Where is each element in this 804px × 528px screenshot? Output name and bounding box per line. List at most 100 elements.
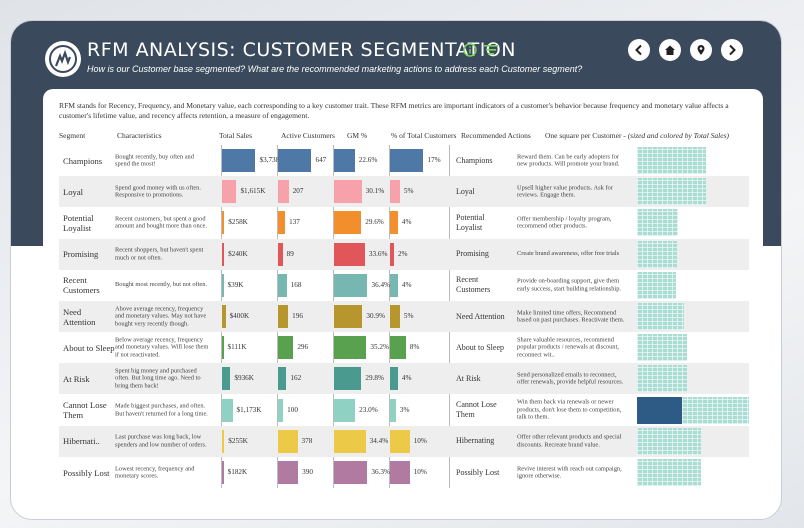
table-row[interactable]: Promising Recent shoppers, but haven't sp… — [59, 238, 749, 270]
customers-cell: 100 — [278, 398, 332, 422]
gm-bar[interactable] — [334, 367, 362, 391]
customers-cell: 89 — [278, 242, 332, 266]
table-row[interactable]: Potential Loyalist Recent customers, but … — [59, 207, 749, 238]
sales-bar[interactable] — [222, 211, 225, 235]
pct-label: 8% — [409, 343, 420, 352]
recommended-segment: Need Attention — [456, 311, 505, 321]
gm-label: 36.4% — [371, 280, 391, 289]
table-row[interactable]: Hibernati.. Last purchase was long back, … — [59, 425, 749, 457]
location-button[interactable] — [690, 39, 712, 61]
customers-bar[interactable] — [278, 211, 286, 235]
sales-bar[interactable] — [222, 367, 231, 391]
gm-bar[interactable] — [334, 429, 366, 453]
sales-bar[interactable] — [222, 429, 225, 453]
table-row[interactable]: Champions Bought recently, buy often and … — [59, 145, 749, 176]
table-row[interactable]: Recent Customers Bought most recently, bu… — [59, 270, 749, 301]
sales-label: $1,173K — [236, 405, 262, 414]
gm-bar[interactable] — [334, 180, 362, 204]
pct-bar[interactable] — [390, 242, 394, 266]
recommended-action: Upsell higher value products. Ask for re… — [517, 184, 613, 199]
gm-bar[interactable] — [334, 398, 356, 422]
customers-bar[interactable] — [278, 461, 299, 484]
customers-bar[interactable] — [278, 242, 283, 266]
treemap-block-low — [637, 427, 701, 455]
customer-treemap[interactable] — [637, 147, 749, 174]
table-row[interactable]: At Risk Spent big money and purchased oft… — [59, 363, 749, 395]
filter-icon[interactable] — [483, 43, 499, 57]
customer-treemap[interactable] — [637, 396, 749, 424]
table-row[interactable]: Need Attention Above average recency, fre… — [59, 301, 749, 332]
pct-bar[interactable] — [390, 429, 410, 453]
sales-cell: $240K — [222, 242, 276, 266]
customer-treemap[interactable] — [637, 178, 749, 206]
customer-treemap[interactable] — [637, 365, 749, 393]
recommended-segment: Hibernating — [456, 436, 495, 446]
customers-bar[interactable] — [278, 429, 298, 453]
customers-bar[interactable] — [278, 149, 312, 172]
pct-bar[interactable] — [390, 273, 398, 297]
gm-bar[interactable] — [334, 242, 365, 266]
treemap-block-low — [637, 303, 685, 330]
recommended-segment: Recent Customers — [456, 275, 491, 295]
customers-bar[interactable] — [278, 180, 289, 204]
customers-label: 378 — [301, 436, 313, 445]
recommended-segment: About to Sleep — [456, 342, 504, 352]
forward-button[interactable] — [721, 39, 743, 61]
customer-treemap[interactable] — [637, 334, 749, 362]
customers-bar[interactable] — [278, 398, 284, 422]
sales-bar[interactable] — [222, 336, 224, 360]
sales-bar[interactable] — [222, 273, 224, 297]
segment-name: Potential Loyalist — [63, 212, 94, 233]
pct-bar[interactable] — [390, 211, 398, 235]
pct-label: 10% — [413, 468, 427, 476]
pct-cell: 3% — [390, 398, 444, 422]
pct-bar[interactable] — [390, 461, 410, 484]
customer-treemap[interactable] — [637, 240, 749, 268]
sales-bar[interactable] — [222, 305, 226, 328]
sales-bar[interactable] — [222, 242, 225, 266]
customers-cell: 207 — [278, 180, 332, 204]
sales-bar[interactable] — [222, 149, 256, 172]
sales-bar[interactable] — [222, 180, 237, 204]
back-button[interactable] — [628, 39, 650, 61]
customer-treemap[interactable] — [637, 459, 749, 486]
home-button[interactable] — [659, 39, 681, 61]
sales-bar[interactable] — [222, 398, 233, 422]
customer-treemap[interactable] — [637, 427, 749, 455]
pct-bar[interactable] — [390, 398, 396, 422]
table-row[interactable]: Loyal Spend good money with us often. Res… — [59, 176, 749, 208]
customers-label: 296 — [297, 343, 309, 352]
pct-bar[interactable] — [390, 149, 424, 172]
gm-cell: 36.4% — [334, 273, 391, 297]
customers-bar[interactable] — [278, 305, 289, 328]
customers-bar[interactable] — [278, 273, 287, 297]
segment-characteristics: Spend good money with us often. Responsi… — [115, 184, 201, 199]
gm-bar[interactable] — [334, 461, 368, 484]
customer-treemap[interactable] — [637, 209, 749, 237]
sales-label: $400K — [229, 312, 250, 320]
customers-bar[interactable] — [278, 336, 294, 360]
customer-treemap[interactable] — [637, 303, 749, 330]
info-icon[interactable] — [463, 43, 477, 57]
treemap-block-low — [637, 178, 707, 206]
customers-bar[interactable] — [278, 367, 287, 391]
sales-bar[interactable] — [222, 461, 224, 484]
gm-bar[interactable] — [334, 149, 355, 172]
gm-bar[interactable] — [334, 336, 367, 360]
table-row[interactable]: Possibly Lost Lowest recency, frequency a… — [59, 457, 749, 488]
gm-bar[interactable] — [334, 273, 368, 297]
pct-bar[interactable] — [390, 180, 400, 204]
segment-name: Champions — [63, 155, 103, 166]
gm-bar[interactable] — [334, 305, 363, 328]
table-row[interactable]: About to Sleep Below average recency, fre… — [59, 332, 749, 363]
table-row[interactable]: Cannot Lose Them Made biggest purchases, … — [59, 395, 749, 426]
pct-bar[interactable] — [390, 336, 406, 360]
pct-cell: 4% — [390, 211, 444, 235]
segment-characteristics: Last purchase was long back, low spender… — [115, 433, 207, 449]
dashboard-frame: RFM ANALYSIS: CUSTOMER SEGMENTATION How … — [10, 20, 782, 520]
customer-treemap[interactable] — [637, 271, 749, 299]
pct-bar[interactable] — [390, 367, 398, 391]
pct-bar[interactable] — [390, 305, 400, 328]
customers-label: 100 — [287, 405, 298, 414]
gm-bar[interactable] — [334, 211, 362, 235]
